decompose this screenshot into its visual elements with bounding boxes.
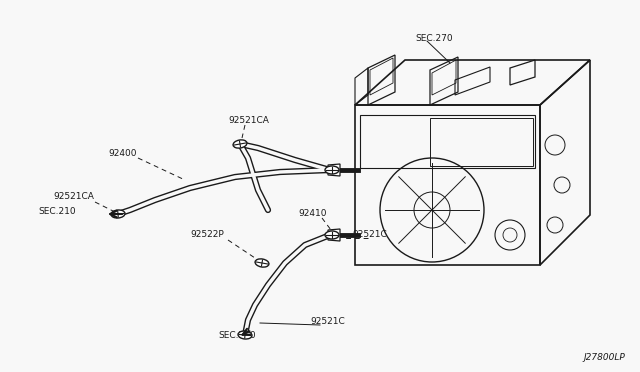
Text: 92410: 92410: [298, 208, 326, 218]
Text: 92521CA: 92521CA: [228, 115, 269, 125]
Text: SEC.210: SEC.210: [38, 206, 76, 215]
Text: J27800LP: J27800LP: [583, 353, 625, 362]
Polygon shape: [328, 229, 340, 241]
Text: 92521C: 92521C: [310, 317, 345, 327]
Text: 92521CA: 92521CA: [53, 192, 94, 201]
Ellipse shape: [111, 210, 125, 218]
Ellipse shape: [325, 166, 339, 174]
Text: 92521C: 92521C: [352, 230, 387, 238]
Text: 92522P: 92522P: [190, 230, 224, 238]
Ellipse shape: [325, 231, 339, 239]
Ellipse shape: [238, 331, 252, 339]
Text: SEC.270: SEC.270: [415, 33, 452, 42]
Ellipse shape: [255, 259, 269, 267]
Ellipse shape: [233, 140, 247, 148]
Polygon shape: [328, 164, 340, 176]
Text: SEC.210: SEC.210: [218, 331, 255, 340]
Text: 92400: 92400: [108, 148, 136, 157]
